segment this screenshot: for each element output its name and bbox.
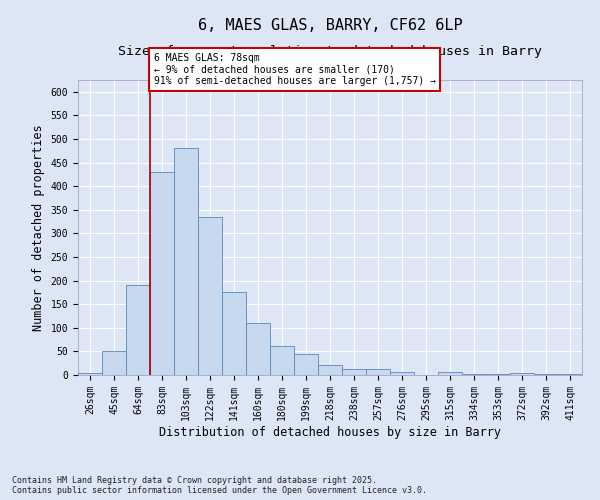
- Bar: [510, 373, 534, 375]
- X-axis label: Distribution of detached houses by size in Barry: Distribution of detached houses by size …: [159, 426, 501, 438]
- Bar: [342, 370, 366, 375]
- Text: Contains HM Land Registry data © Crown copyright and database right 2025.
Contai: Contains HM Land Registry data © Crown c…: [12, 476, 427, 495]
- Bar: [462, 374, 486, 375]
- Bar: [222, 292, 246, 375]
- Bar: [150, 172, 174, 375]
- Bar: [102, 352, 126, 375]
- Bar: [246, 323, 270, 375]
- Text: 6 MAES GLAS: 78sqm
← 9% of detached houses are smaller (170)
91% of semi-detache: 6 MAES GLAS: 78sqm ← 9% of detached hous…: [154, 53, 436, 86]
- Bar: [486, 374, 510, 375]
- Bar: [438, 372, 462, 375]
- Bar: [294, 354, 318, 375]
- Bar: [366, 370, 390, 375]
- Bar: [78, 372, 102, 375]
- Bar: [390, 372, 414, 375]
- Bar: [558, 374, 582, 375]
- Title: Size of property relative to detached houses in Barry: Size of property relative to detached ho…: [118, 45, 542, 58]
- Y-axis label: Number of detached properties: Number of detached properties: [32, 124, 45, 331]
- Bar: [318, 364, 342, 375]
- Bar: [270, 346, 294, 375]
- Bar: [534, 374, 558, 375]
- Text: 6, MAES GLAS, BARRY, CF62 6LP: 6, MAES GLAS, BARRY, CF62 6LP: [197, 18, 463, 32]
- Bar: [198, 217, 222, 375]
- Bar: [174, 148, 198, 375]
- Bar: [126, 286, 150, 375]
